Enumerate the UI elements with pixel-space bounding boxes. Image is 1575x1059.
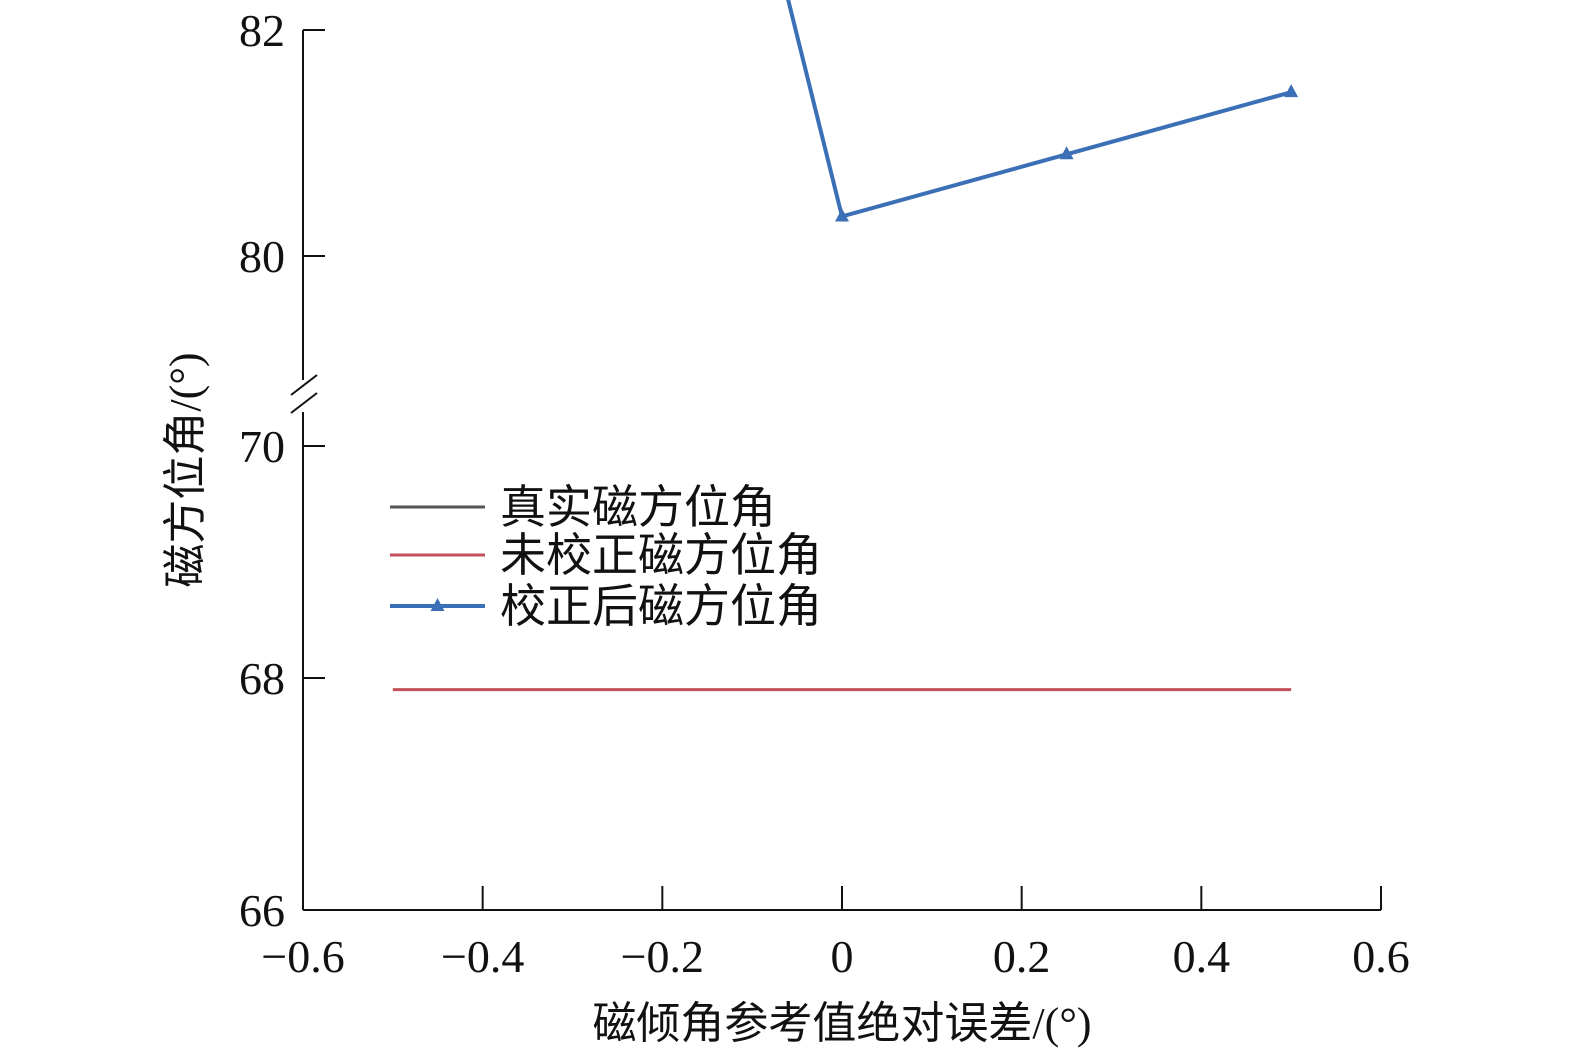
- x-tick-label: −0.4: [441, 931, 524, 982]
- y-tick-label: 82: [239, 5, 285, 56]
- data-point-marker: [1059, 146, 1074, 160]
- x-tick-label: 0.4: [1173, 931, 1231, 982]
- legend-label: 未校正磁方位角: [500, 530, 822, 581]
- x-tick-label: −0.6: [261, 931, 344, 982]
- y-axis-title: 磁方位角/(°): [161, 352, 210, 587]
- series-layer: [392, 0, 1299, 692]
- legend-label: 真实磁方位角: [500, 482, 776, 533]
- y-tick-label: 66: [239, 885, 285, 936]
- legend-marker: [430, 598, 445, 611]
- x-axis-title: 磁倾角参考值绝对误差/(°): [592, 999, 1091, 1048]
- legend-label: 校正后磁方位角: [500, 581, 822, 632]
- axes: −0.6 −0.4 −0.2 0 0.2 0.4 0.6 66 68 70 80 82: [239, 5, 1410, 982]
- y-tick-label: 68: [239, 653, 285, 704]
- data-point-marker: [835, 208, 849, 222]
- y-axis-break-mark: [290, 374, 318, 396]
- x-tick-label: 0: [831, 931, 854, 982]
- data-point-marker: [1284, 84, 1299, 98]
- series-line: [786, 0, 1292, 219]
- x-tick-label: 0.6: [1352, 931, 1410, 982]
- y-axis-break-mark: [290, 392, 318, 414]
- x-tick-label: 0.2: [993, 931, 1051, 982]
- y-tick-label: 70: [239, 421, 285, 472]
- x-tick-label: −0.2: [621, 931, 704, 982]
- y-tick-label: 80: [239, 231, 285, 282]
